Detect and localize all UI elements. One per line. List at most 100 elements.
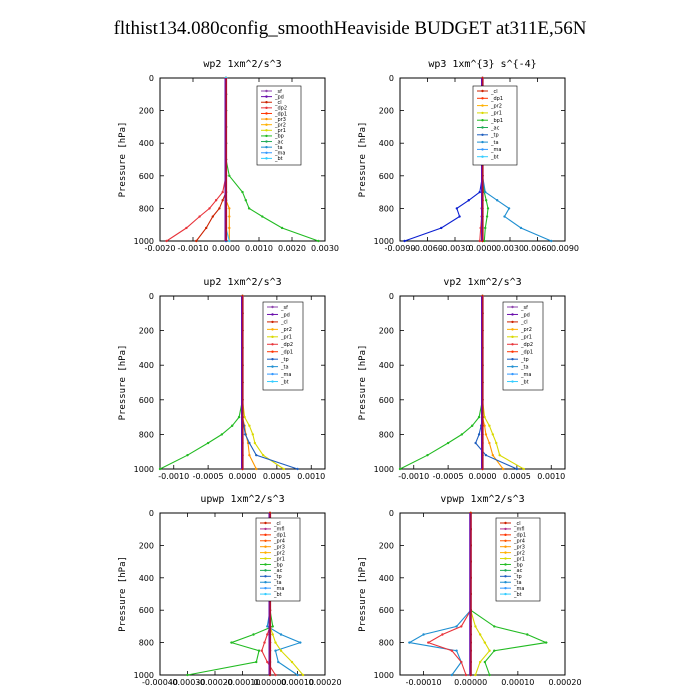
x-tick-label: 0.0005 — [263, 472, 291, 481]
legend-entry: _pr3 — [513, 544, 525, 550]
data-point — [484, 226, 487, 230]
legend-marker — [271, 372, 274, 376]
legend-marker — [504, 557, 507, 560]
data-point — [266, 633, 269, 636]
data-point — [493, 649, 496, 652]
y-tick-label: 1000 — [134, 237, 154, 246]
legend-marker — [481, 133, 484, 136]
data-point — [266, 660, 269, 664]
legend-box — [502, 301, 544, 391]
data-point — [484, 190, 487, 194]
data-point — [243, 415, 246, 419]
data-point — [248, 453, 251, 457]
legend-box — [256, 85, 302, 166]
x-tick-label: 0.00010 — [501, 678, 534, 687]
panel-title: vpwp 1xm^2/s^3 — [440, 494, 524, 505]
data-point — [441, 633, 444, 636]
legend-marker — [265, 95, 268, 98]
data-point — [248, 441, 251, 445]
legend-entry: _mfl — [513, 527, 525, 533]
legend-entry: _bt — [273, 592, 282, 598]
legend-entry: _pd — [274, 94, 284, 100]
data-point — [455, 649, 458, 652]
data-point — [247, 207, 251, 210]
legend-entry: _tp — [513, 574, 522, 580]
panel-title: wp2 1xm^2/s^3 — [203, 59, 281, 70]
legend-entry: _pr4 — [513, 539, 525, 545]
panel-title: upwp 1xm^2/s^3 — [200, 494, 284, 505]
x-tick-label: 0.0000 — [469, 244, 497, 253]
y-axis-label: Pressure [hPa] — [118, 345, 128, 421]
y-tick-label: 200 — [379, 107, 394, 116]
series-line-4 — [481, 296, 504, 470]
legend-entry: _mfl — [273, 527, 285, 533]
data-point — [274, 673, 277, 677]
data-point — [478, 239, 481, 243]
legend-entry: _bt — [490, 155, 499, 161]
legend-marker — [511, 328, 514, 331]
data-point — [221, 199, 224, 202]
data-point — [484, 453, 488, 457]
legend-marker — [264, 563, 267, 566]
legend-marker — [511, 357, 514, 361]
x-tick-label: -0.00010 — [225, 678, 261, 687]
data-point — [427, 641, 430, 644]
plot-frame — [399, 512, 566, 676]
y-tick-label: 800 — [379, 430, 394, 439]
legend-entry: _dp1 — [273, 533, 286, 539]
legend-entry: _ta — [513, 580, 522, 586]
x-tick-label: 0.00020 — [548, 678, 581, 687]
legend-entry: _ma — [513, 586, 524, 592]
y-tick-label: 600 — [139, 172, 154, 181]
legend-marker — [265, 151, 268, 154]
y-tick-label: 0 — [149, 509, 154, 518]
legend-marker — [511, 313, 514, 316]
data-point — [299, 641, 302, 644]
data-point — [483, 660, 487, 664]
panel-4: vp2 1xm^2/s^3 Pressure [hPa] 0 200 400 600 800… — [358, 277, 566, 481]
x-tick-label: -0.00010 — [406, 678, 442, 687]
legend-marker — [264, 581, 267, 584]
data-point — [470, 424, 474, 427]
data-point — [244, 199, 247, 202]
data-point — [503, 215, 506, 218]
legend-entry: _ta — [273, 580, 282, 586]
data-point — [526, 633, 529, 636]
legend-marker — [265, 112, 268, 115]
series-line-2 — [166, 78, 227, 242]
x-tick-label: -0.0020 — [145, 244, 176, 253]
panel-1: wp2 1xm^2/s^3 Pressure [hPa] 0 200 400 600 800… — [118, 59, 339, 253]
data-point — [488, 673, 491, 677]
legend-entry: _bp — [513, 562, 523, 568]
legend-marker — [511, 335, 514, 339]
panel-title: wp3 1xm^{3} s^{-4} — [428, 59, 536, 70]
plot-frame — [159, 77, 326, 242]
legend-marker — [481, 140, 484, 144]
data-point — [519, 226, 523, 230]
legend-entry: _bt — [280, 379, 289, 385]
y-tick-label: 1000 — [134, 465, 154, 474]
legend-entry: _ac — [490, 125, 500, 131]
legend-entry: _cl — [490, 89, 498, 95]
panel-3: up2 1xm^2/s^3 Pressure [hPa] 0 200 400 600 800… — [118, 277, 326, 481]
legend-marker — [271, 350, 274, 353]
legend-marker — [271, 313, 274, 316]
x-tick-label: 0.00010 — [281, 678, 314, 687]
data-point — [218, 207, 221, 210]
legend-marker — [264, 533, 267, 537]
legend-entry: _ma — [520, 372, 531, 378]
data-point — [491, 433, 495, 436]
x-tick-label: -0.0030 — [440, 244, 471, 253]
series-line-5 — [470, 513, 491, 676]
legend-entry: _tp — [490, 133, 499, 139]
y-tick-label: 800 — [379, 639, 394, 648]
data-point — [261, 453, 265, 457]
data-point — [522, 467, 525, 471]
y-tick-label: 0 — [389, 509, 394, 518]
y-tick-label: 1000 — [374, 671, 394, 680]
legend-entry: _ac — [513, 568, 523, 574]
x-tick-label: 0.0020 — [278, 244, 306, 253]
y-tick-label: 800 — [139, 430, 154, 439]
legend-marker — [264, 569, 267, 572]
